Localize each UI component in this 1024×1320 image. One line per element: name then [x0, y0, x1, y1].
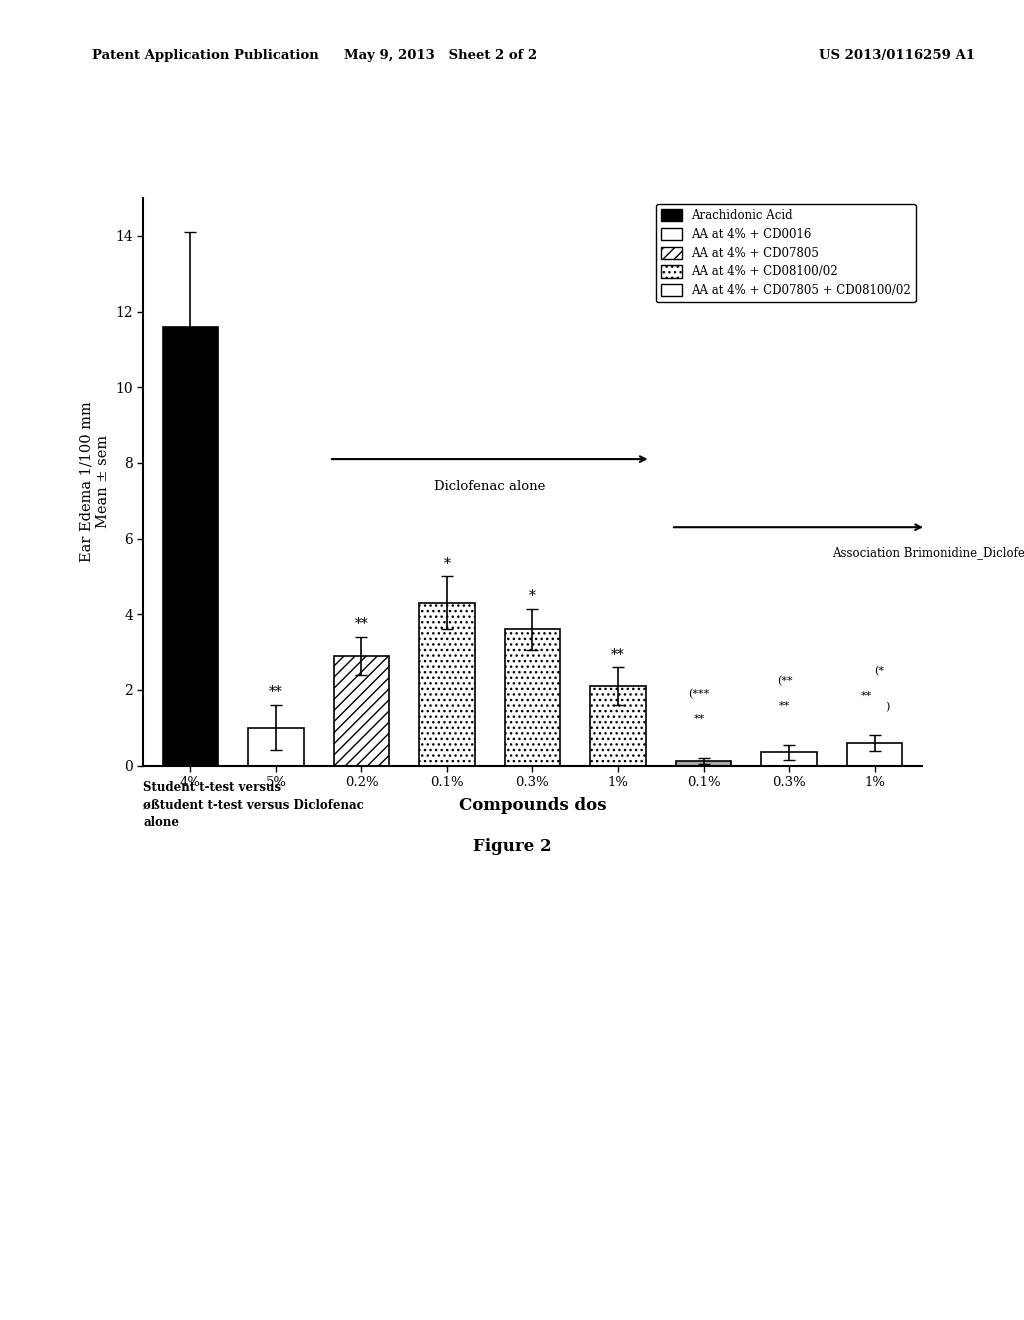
Bar [761, 752, 817, 766]
Text: May 9, 2013   Sheet 2 of 2: May 9, 2013 Sheet 2 of 2 [344, 49, 537, 62]
Text: Association Brimonidine_Diclofenac: Association Brimonidine_Diclofenac [831, 546, 1024, 560]
Text: *: * [529, 589, 536, 603]
Text: Figure 2: Figure 2 [473, 838, 551, 855]
Bar [334, 656, 389, 766]
Legend: Arachidonic Acid, AA at 4% + CD0016, AA at 4% + CD07805, AA at 4% + CD08100/02, : Arachidonic Acid, AA at 4% + CD0016, AA … [655, 203, 915, 302]
Bar [163, 326, 218, 766]
X-axis label: Compounds dos: Compounds dos [459, 797, 606, 814]
Text: **: ** [860, 690, 871, 701]
Y-axis label: Ear Edema 1/100 mm
Mean ± sem: Ear Edema 1/100 mm Mean ± sem [80, 401, 110, 562]
Text: ): ) [885, 701, 890, 711]
Text: Student t-test versus: Student t-test versus [143, 781, 282, 795]
Bar [847, 743, 902, 766]
Text: **: ** [269, 685, 283, 700]
Text: Patent Application Publication: Patent Application Publication [92, 49, 318, 62]
Text: (**: (** [777, 676, 793, 686]
Text: øßtudent t-test versus Diclofenac: øßtudent t-test versus Diclofenac [143, 799, 365, 812]
Text: **: ** [779, 701, 791, 710]
Text: (***: (*** [688, 689, 710, 700]
Text: alone: alone [143, 816, 179, 829]
Text: Diclofenac alone: Diclofenac alone [434, 480, 546, 492]
Text: **: ** [354, 618, 369, 631]
Text: US 2013/0116259 A1: US 2013/0116259 A1 [819, 49, 975, 62]
Bar [248, 727, 304, 766]
Bar [676, 762, 731, 766]
Bar [590, 686, 646, 766]
Bar [505, 630, 560, 766]
Text: **: ** [693, 714, 705, 723]
Text: (*: (* [873, 665, 884, 676]
Text: *: * [443, 557, 451, 570]
Bar [419, 603, 475, 766]
Text: **: ** [611, 648, 625, 661]
